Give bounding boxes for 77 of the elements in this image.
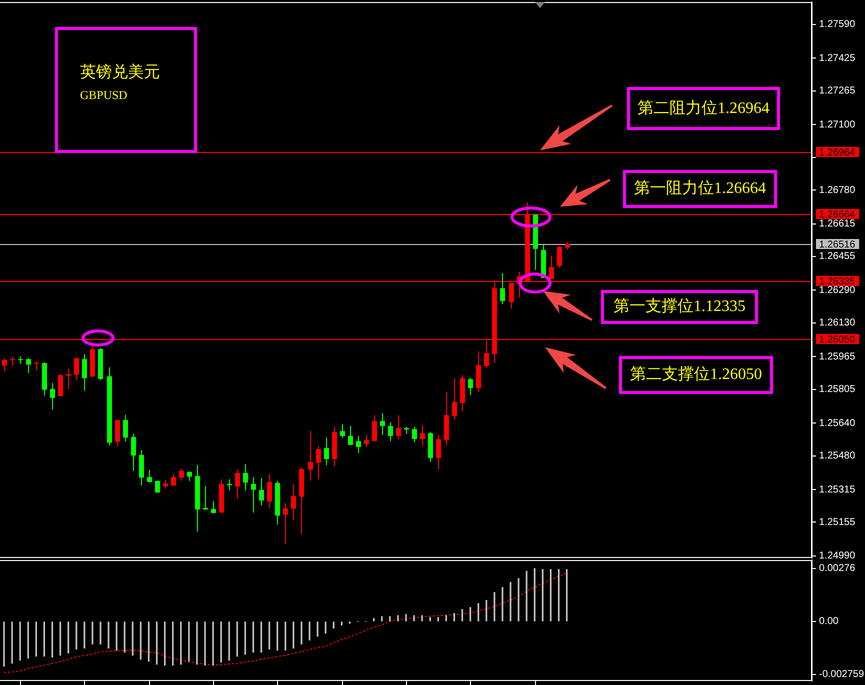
candlestick <box>316 445 321 480</box>
candlestick <box>155 480 160 494</box>
annotation: 第二支撑位1.26050 <box>630 366 762 384</box>
y-tick-label: 1.26130 <box>819 318 856 329</box>
text: 英镑兑美元 <box>80 62 160 81</box>
candlestick <box>396 414 401 440</box>
line-series <box>4 572 568 674</box>
ref-line-label: 1.26050 <box>819 334 856 346</box>
candlestick <box>10 356 15 366</box>
ref-line-label: 1.26664 <box>819 209 856 220</box>
y-tick-label: 1.25640 <box>819 418 856 429</box>
candlestick <box>82 353 87 392</box>
candlestick <box>58 374 63 397</box>
y-tick-label: 1.25315 <box>819 484 856 496</box>
candlestick <box>364 434 369 448</box>
candlestick <box>412 426 417 443</box>
candlestick <box>203 486 208 510</box>
candlestick <box>211 500 216 514</box>
y-tick-label: 1.26290 <box>819 284 856 296</box>
candlestick <box>131 433 136 472</box>
y-tick-label: 0.00276 <box>819 563 856 574</box>
ref-line-label: 1.26964 <box>819 147 856 158</box>
candlestick <box>372 414 377 442</box>
ref-line-label: 1.26516 <box>819 239 856 250</box>
candlestick <box>436 434 441 470</box>
candlestick <box>452 378 457 421</box>
candlestick <box>468 378 473 396</box>
candlestick <box>500 272 505 305</box>
candlestick <box>139 450 144 486</box>
candlestick <box>147 469 152 484</box>
candlestick <box>308 430 313 482</box>
candlestick <box>340 424 345 439</box>
candlestick <box>179 468 184 482</box>
y-tick-label: 1.26455 <box>819 251 856 262</box>
candlestick <box>267 473 272 510</box>
y-tick-label: 1.24990 <box>819 550 856 562</box>
candlestick <box>74 358 79 382</box>
candlestick <box>50 382 55 410</box>
candlestick <box>380 412 385 436</box>
y-tick-label: 1.26780 <box>819 184 856 196</box>
y-tick-label: 1.25480 <box>819 450 856 462</box>
annotation: 第一支撑位1.12335 <box>614 298 746 316</box>
candlestick <box>187 470 192 482</box>
candlestick <box>259 478 264 506</box>
y-tick-label: 1.25155 <box>819 516 856 528</box>
y-tick-label: 1.25805 <box>819 384 856 396</box>
text: GBPUSD <box>80 88 128 102</box>
ref-line-label: 1.26335 <box>819 276 856 288</box>
candlestick <box>66 368 71 390</box>
candlestick <box>34 360 39 372</box>
annotation: 第一阻力位1.26664 <box>634 180 766 198</box>
y-tick-label: 1.27590 <box>819 19 856 30</box>
candlestick <box>324 436 329 466</box>
candlestick <box>557 246 562 268</box>
candlestick <box>2 358 7 372</box>
candlestick <box>476 350 481 393</box>
candlestick <box>348 425 353 446</box>
candlestick <box>251 476 256 514</box>
y-tick-label: 1.27265 <box>819 86 856 97</box>
annotation: 第二阻力位1.26964 <box>638 100 770 118</box>
y-tick-label: 0.00 <box>819 616 839 628</box>
y-tick-label: 1.26615 <box>819 218 856 230</box>
y-tick-label: 1.27100 <box>819 119 856 130</box>
candlestick <box>356 435 361 454</box>
y-tick-label: -0.002759 <box>819 669 864 680</box>
candlestick <box>549 255 554 280</box>
candlestick <box>388 422 393 442</box>
candlestick <box>26 358 31 374</box>
candlestick <box>123 414 128 442</box>
y-tick-label: 1.25965 <box>819 351 856 362</box>
candlestick <box>291 484 296 520</box>
candlestick <box>235 468 240 500</box>
candlestick <box>243 463 248 492</box>
y-tick-label: 1.27425 <box>819 52 856 64</box>
candlestick <box>283 502 288 544</box>
candlestick <box>420 424 425 446</box>
candlestick <box>115 420 120 448</box>
